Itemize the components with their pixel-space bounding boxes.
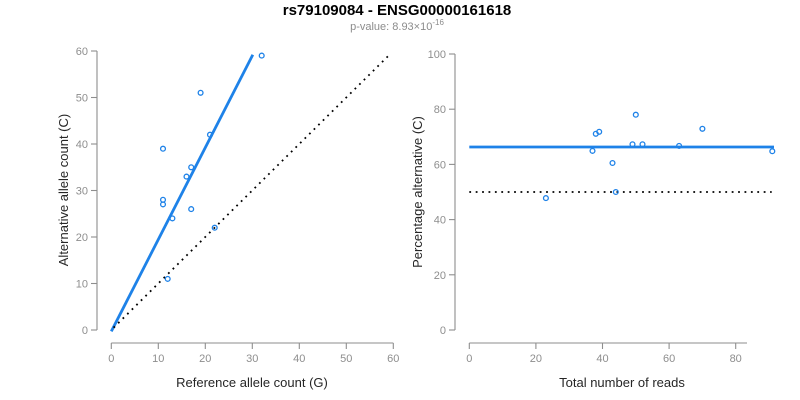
y-tick-label: 0 (82, 325, 88, 337)
data-point (596, 128, 603, 135)
y-tick-label: 30 (76, 186, 88, 198)
y-tick-label: 50 (76, 93, 88, 105)
x-axis-title-left: Reference allele count (G) (176, 375, 328, 390)
pvalue-exponent: -16 (432, 18, 444, 27)
y-tick-label: 20 (76, 232, 88, 244)
data-point (632, 111, 639, 118)
data-point (542, 195, 549, 202)
data-point (188, 164, 195, 171)
x-axis-title-right: Total number of reads (559, 375, 685, 390)
x-tick-label: 40 (596, 353, 608, 365)
data-point (169, 215, 176, 222)
data-point (639, 141, 646, 148)
x-tick-label: 0 (108, 353, 114, 365)
data-point (159, 145, 167, 152)
y-tick-label: 60 (76, 46, 88, 58)
data-point (769, 148, 776, 155)
y-axis-title-left: Alternative allele count (C) (56, 114, 71, 266)
plot-right-scatter: 0 20 40 60 80 100 0 20 40 60 80 (428, 49, 776, 365)
y-tick-label: 100 (428, 49, 446, 61)
y-axis-title-right: Percentage alternative (C) (410, 116, 425, 268)
data-point (164, 275, 171, 282)
identity-line (112, 54, 390, 329)
data-point (612, 188, 619, 196)
x-tick-label: 20 (199, 353, 211, 365)
y-tick-label: 40 (76, 139, 88, 151)
data-point (211, 224, 218, 231)
x-tick-label: 20 (530, 353, 542, 365)
data-point (676, 142, 683, 149)
y-tick-label: 80 (434, 104, 446, 116)
x-tick-label: 0 (466, 353, 472, 365)
data-point (197, 89, 204, 96)
data-point (206, 131, 214, 138)
x-tick-label: 60 (663, 353, 675, 365)
data-point (258, 52, 265, 59)
y-tick-label: 40 (434, 215, 446, 227)
data-point (629, 141, 636, 148)
data-point (183, 173, 190, 180)
x-tick-label: 30 (246, 353, 258, 365)
figure-title: rs79109084 - ENSG00000161618 (283, 2, 512, 19)
data-point (159, 201, 167, 208)
data-point (589, 147, 596, 154)
data-point (188, 206, 195, 213)
fit-line (110, 54, 255, 333)
y-tick-label: 10 (76, 279, 88, 291)
data-point (699, 125, 706, 132)
figure-subtitle: p-value: 8.93×10-16 (350, 18, 444, 33)
plot-left-scatter: 0 10 20 30 40 50 60 0 10 20 30 40 50 60 (76, 46, 400, 365)
x-tick-label: 60 (387, 353, 399, 365)
y-tick-label: 0 (440, 325, 446, 337)
pvalue-text: p-value: 8.93×10 (350, 21, 432, 33)
y-tick-label: 20 (434, 270, 446, 282)
x-tick-label: 50 (340, 353, 352, 365)
x-tick-label: 80 (730, 353, 742, 365)
y-tick-label: 60 (434, 159, 446, 171)
x-tick-label: 40 (293, 353, 305, 365)
x-tick-label: 10 (152, 353, 164, 365)
data-point (609, 159, 616, 167)
